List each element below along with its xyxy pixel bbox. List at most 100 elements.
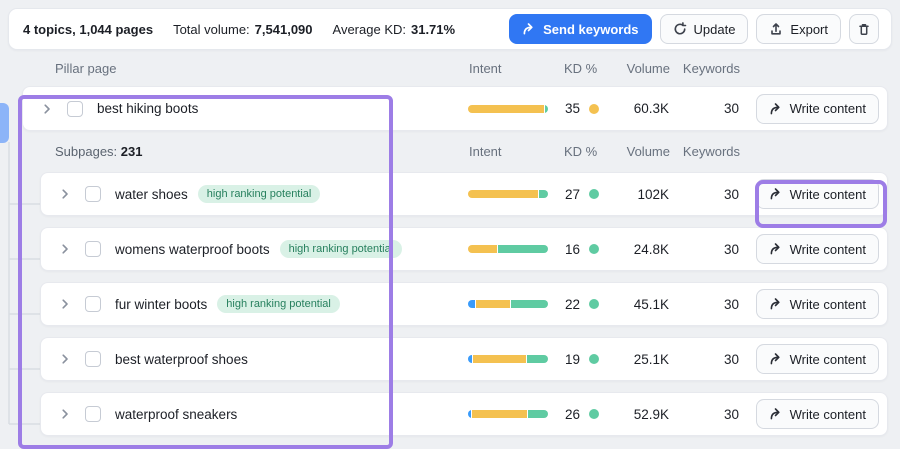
- pillar-row-best-hiking-boots[interactable]: best hiking boots 35 60.3K 30 Write cont…: [22, 86, 888, 131]
- topic-research-app: 4 topics, 1,044 pages Total volume: 7,54…: [0, 8, 900, 449]
- average-kd-label: Average KD:: [332, 21, 406, 37]
- topics-pages-count: 4 topics, 1,044 pages: [23, 21, 154, 37]
- volume-value: 45.1K: [633, 296, 669, 312]
- keywords-value: 30: [723, 406, 739, 422]
- export-icon: [771, 23, 782, 35]
- export-label: Export: [790, 21, 828, 37]
- volume-value: 52.9K: [633, 406, 669, 422]
- update-label: Update: [693, 21, 736, 37]
- share-arrow-icon: [770, 298, 780, 310]
- summary-stats: 4 topics, 1,044 pages Total volume: 7,54…: [23, 22, 455, 37]
- kd-dot: [589, 103, 599, 114]
- write-content-button[interactable]: Write content: [755, 289, 879, 319]
- kd-dot: [589, 189, 599, 199]
- subpage-row-fur-winter-boots[interactable]: fur winter boots high ranking potential …: [40, 282, 888, 326]
- kd-dot: [589, 354, 599, 364]
- volume-value: 102K: [637, 186, 669, 202]
- write-content-button[interactable]: Write content: [755, 179, 879, 209]
- summary-toolbar: 4 topics, 1,044 pages Total volume: 7,54…: [8, 8, 892, 50]
- topic-name: best hiking boots: [97, 101, 199, 116]
- share-arrow-icon: [770, 353, 780, 365]
- expand-chevron-icon[interactable]: [57, 241, 73, 257]
- volume-value: 25.1K: [633, 351, 669, 367]
- kd-value: 26: [564, 406, 580, 422]
- intent-bar: [468, 410, 548, 418]
- subpage-row-water-shoes[interactable]: water shoes high ranking potential 27 10…: [40, 172, 888, 216]
- average-kd-stat: Average KD: 31.71%: [333, 22, 456, 37]
- topic-name: womens waterproof boots: [115, 241, 270, 257]
- subpage-row-waterproof-sneakers[interactable]: waterproof sneakers 26 52.9K 30 Write co…: [40, 392, 888, 436]
- topic-name: best waterproof shoes: [115, 351, 248, 367]
- export-button[interactable]: Export: [756, 14, 841, 44]
- row-checkbox[interactable]: [85, 186, 101, 202]
- send-keywords-label: Send keywords: [543, 21, 639, 37]
- selected-row-indicator: [0, 103, 9, 143]
- intent-bar: [468, 190, 548, 198]
- volume-column-header: Volume: [626, 60, 670, 76]
- expand-chevron-icon[interactable]: [39, 101, 55, 117]
- write-content-button[interactable]: Write content: [755, 344, 879, 374]
- high-ranking-potential-badge: high ranking potential: [217, 295, 340, 313]
- update-button[interactable]: Update: [659, 14, 749, 44]
- average-kd-value: 31.71%: [410, 21, 456, 37]
- intent-bar: [468, 355, 548, 363]
- subpages-count: Subpages: 231: [55, 144, 143, 159]
- topics-table: Pillar page Intent KD % Volume Keywords …: [8, 50, 888, 436]
- pillar-page-column-header: Pillar page: [55, 60, 117, 76]
- write-content-button[interactable]: Write content: [755, 234, 879, 264]
- row-checkbox[interactable]: [85, 351, 101, 367]
- intent-column-header: Intent: [469, 144, 502, 159]
- volume-column-header: Volume: [626, 144, 670, 159]
- intent-bar: [468, 300, 548, 308]
- volume-value: 60.3K: [633, 101, 669, 116]
- kd-value: 16: [564, 241, 580, 257]
- delete-button[interactable]: [849, 14, 879, 44]
- kd-value: 27: [564, 186, 580, 202]
- share-arrow-icon: [770, 102, 780, 114]
- share-arrow-icon: [770, 243, 780, 255]
- row-checkbox[interactable]: [85, 296, 101, 312]
- share-arrow-icon: [523, 23, 533, 35]
- keywords-value: 30: [723, 351, 739, 367]
- topic-name: waterproof sneakers: [115, 406, 238, 422]
- total-volume-stat: Total volume: 7,541,090: [173, 22, 312, 37]
- row-checkbox[interactable]: [85, 406, 101, 422]
- share-arrow-icon: [770, 408, 780, 420]
- refresh-icon: [674, 22, 686, 35]
- high-ranking-potential-badge: high ranking potential: [197, 185, 321, 203]
- total-volume-value: 7,541,090: [254, 21, 313, 37]
- expand-chevron-icon[interactable]: [57, 406, 73, 422]
- topic-name: water shoes: [115, 186, 188, 202]
- kd-value: 19: [564, 351, 580, 367]
- write-content-button[interactable]: Write content: [755, 399, 879, 429]
- kd-value: 22: [564, 296, 580, 312]
- high-ranking-potential-badge: high ranking potential: [279, 240, 403, 258]
- subpage-row-womens-waterproof-boots[interactable]: womens waterproof boots high ranking pot…: [40, 227, 888, 271]
- expand-chevron-icon[interactable]: [57, 296, 73, 312]
- trash-icon: [859, 24, 869, 35]
- kd-dot: [589, 299, 599, 309]
- kd-column-header: KD %: [564, 144, 598, 159]
- toolbar-actions: Send keywords Update Export: [509, 14, 879, 44]
- expand-chevron-icon[interactable]: [57, 351, 73, 367]
- intent-column-header: Intent: [469, 60, 502, 76]
- subpage-row-best-waterproof-shoes[interactable]: best waterproof shoes 19 25.1K 30 Write …: [40, 337, 888, 381]
- write-content-button[interactable]: Write content: [755, 93, 879, 124]
- keywords-value: 30: [723, 101, 739, 116]
- share-arrow-icon: [770, 188, 780, 200]
- kd-dot: [589, 244, 599, 254]
- keywords-value: 30: [723, 241, 739, 257]
- row-checkbox[interactable]: [85, 241, 101, 257]
- send-keywords-button[interactable]: Send keywords: [509, 14, 652, 44]
- intent-bar: [468, 104, 548, 113]
- expand-chevron-icon[interactable]: [57, 186, 73, 202]
- row-checkbox[interactable]: [67, 100, 83, 117]
- intent-bar: [468, 245, 548, 253]
- volume-value: 24.8K: [633, 241, 669, 257]
- kd-value: 35: [564, 101, 580, 116]
- subpages-header-row: Subpages: 231 Intent KD % Volume Keyword…: [8, 131, 888, 172]
- kd-dot: [589, 409, 599, 419]
- keywords-column-header: Keywords: [682, 144, 740, 159]
- keywords-value: 30: [723, 296, 739, 312]
- total-volume-label: Total volume:: [173, 21, 250, 37]
